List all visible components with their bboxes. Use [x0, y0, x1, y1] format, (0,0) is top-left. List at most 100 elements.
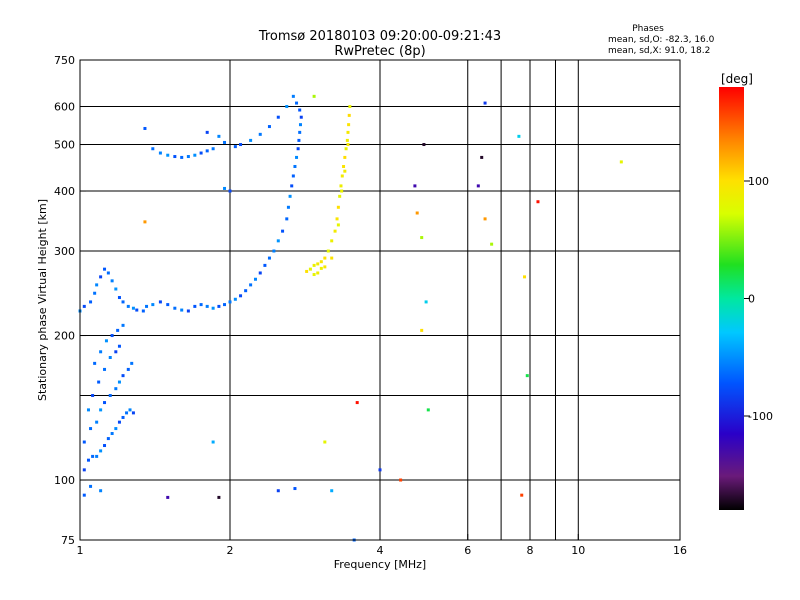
data-point — [288, 194, 292, 198]
data-point — [117, 344, 121, 348]
data-point — [319, 266, 323, 270]
data-point — [131, 306, 135, 310]
data-point — [244, 289, 248, 293]
data-point — [166, 153, 170, 157]
phases-legend-o: mean, sd,O: -82.3, 16.0 — [608, 35, 715, 45]
data-point — [126, 304, 130, 308]
y-tick-label: 750 — [54, 54, 75, 67]
data-point — [348, 105, 352, 109]
y-tick-label: 75 — [61, 534, 75, 547]
data-point — [82, 304, 86, 308]
chart-title: Tromsø 20180103 09:20:00-09:21:43 — [258, 29, 501, 44]
data-point — [340, 174, 344, 178]
data-point — [249, 283, 253, 287]
y-axis-label: Stationary phase Virtual Height [km] — [36, 199, 49, 401]
data-point — [117, 420, 121, 424]
data-point — [344, 147, 348, 151]
data-point — [290, 184, 294, 188]
axis-ticks: 1 2 4 6 8 10 16 75 100 200 300 400 500 600 750 — [54, 54, 687, 557]
y-tick-label: 100 — [54, 474, 75, 487]
data-point — [323, 256, 327, 260]
data-point — [295, 155, 299, 159]
data-point — [308, 267, 312, 271]
data-point — [82, 468, 86, 472]
data-point — [158, 300, 162, 304]
data-point — [108, 355, 112, 359]
data-point — [106, 271, 110, 275]
data-point — [316, 271, 320, 275]
data-point — [223, 186, 227, 190]
data-point — [143, 126, 147, 130]
data-point — [267, 256, 271, 260]
data-point — [276, 239, 280, 243]
data-point — [117, 296, 121, 300]
data-point — [249, 138, 253, 142]
data-point — [305, 269, 309, 273]
data-point — [89, 300, 93, 304]
data-point — [135, 308, 139, 312]
data-point — [312, 94, 316, 98]
data-point — [253, 277, 257, 281]
data-point — [483, 217, 487, 221]
data-point — [103, 444, 107, 448]
data-point — [523, 275, 527, 279]
data-point — [82, 440, 86, 444]
data-point — [103, 401, 107, 405]
data-point — [86, 458, 90, 462]
data-point — [276, 489, 280, 493]
data-point — [258, 271, 262, 275]
data-point — [223, 140, 227, 144]
data-point — [97, 380, 101, 384]
data-point — [99, 449, 103, 453]
data-point — [131, 411, 135, 415]
data-point — [339, 184, 343, 188]
data-point — [99, 489, 103, 493]
data-points — [78, 94, 623, 542]
data-point — [199, 151, 203, 155]
data-point — [128, 408, 132, 412]
data-point — [298, 108, 302, 112]
data-point — [295, 101, 299, 105]
data-point — [223, 303, 227, 307]
data-point — [272, 249, 276, 253]
data-point — [285, 217, 289, 221]
data-point — [217, 304, 221, 308]
data-point — [346, 130, 350, 134]
data-point — [193, 153, 197, 157]
data-point — [330, 489, 334, 493]
data-point — [211, 440, 215, 444]
data-point — [293, 487, 297, 491]
data-point — [103, 267, 107, 271]
data-point — [121, 374, 125, 378]
x-axis-label: Frequency [MHz] — [334, 558, 426, 571]
x-tick-label: 2 — [227, 544, 234, 557]
data-point — [104, 339, 108, 343]
data-point — [399, 478, 403, 482]
data-point — [211, 306, 215, 310]
data-point — [121, 323, 125, 327]
data-point — [330, 256, 334, 260]
data-point — [151, 147, 155, 151]
data-point — [346, 143, 350, 147]
data-point — [316, 262, 320, 266]
data-point — [199, 303, 203, 307]
data-point — [319, 260, 323, 264]
data-point — [342, 164, 346, 168]
data-point — [116, 328, 120, 332]
data-point — [93, 291, 97, 295]
data-point — [186, 309, 190, 313]
data-point — [228, 189, 232, 193]
grid-lines — [79, 60, 680, 540]
data-point — [239, 143, 243, 147]
data-point — [114, 387, 118, 391]
colorbar-tick-label: 0 — [748, 293, 755, 306]
colorbar-label: [deg] — [721, 72, 753, 86]
data-point — [126, 367, 130, 371]
data-point — [166, 303, 170, 307]
data-point — [343, 169, 347, 173]
data-point — [158, 151, 162, 155]
data-point — [338, 194, 342, 198]
data-point — [413, 184, 417, 188]
data-point — [89, 427, 93, 431]
data-point — [173, 306, 177, 310]
